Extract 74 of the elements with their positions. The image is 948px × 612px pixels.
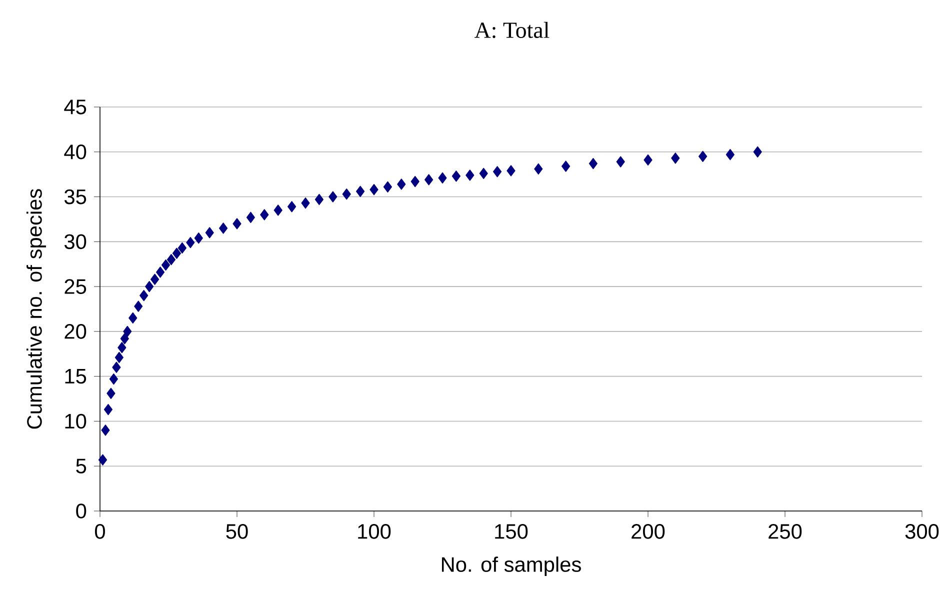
x-tick-label: 250 [768,524,802,539]
chart-title: A: Total [474,22,550,38]
point [698,150,708,162]
point [534,163,543,175]
x-tick-label: 200 [632,524,665,539]
point [123,326,132,338]
point [562,160,570,172]
point [232,218,242,230]
point [109,373,118,385]
point [438,172,447,184]
point [506,165,516,176]
y-tick-label: 10 [65,414,86,429]
y-tick-label: 0 [76,504,86,518]
point [753,146,762,158]
point [370,184,378,196]
y-axis-title: Cumulative no. of species [26,189,46,429]
point [205,227,214,238]
point [145,280,154,292]
point [260,209,269,220]
point [342,188,351,200]
point [301,197,310,209]
point [328,191,338,202]
y-tick-label: 15 [65,369,86,384]
point [410,176,420,188]
point [172,248,182,259]
x-tick-label: 150 [495,524,528,539]
point [288,201,296,212]
point [128,312,138,324]
x-tick-label: 0 [94,524,105,539]
point [106,388,116,399]
point [186,236,195,248]
x-axis-title: No. of samples [442,556,581,576]
point [397,178,406,190]
point [479,168,488,180]
y-tick-label: 5 [76,458,86,474]
x-tick-label: 50 [226,524,248,539]
x-tick-label: 100 [358,524,391,539]
y-tick-label: 35 [64,189,86,204]
point [194,232,203,244]
y-tick-label: 45 [64,100,86,114]
x-tick-label: 300 [905,524,939,539]
point [671,152,680,164]
point [466,170,474,181]
point [493,166,502,178]
point [356,186,365,197]
point [644,154,652,166]
point [140,290,148,302]
point [588,158,598,170]
point [616,156,625,168]
point [101,424,110,436]
y-tick-label: 25 [64,279,86,294]
point [166,254,176,266]
point [274,204,282,216]
point [314,194,324,206]
point [104,404,113,416]
point [161,259,170,271]
point [178,242,186,254]
point [246,212,255,224]
y-tick-label: 30 [64,234,86,250]
y-tick-label: 20 [64,324,86,339]
point [219,222,228,234]
point [383,181,392,192]
point [452,170,460,182]
y-tick-label: 40 [64,144,86,160]
point [134,300,143,312]
point [112,362,121,373]
point [118,342,126,354]
point [98,454,108,466]
point [424,174,434,186]
point [120,333,129,344]
point [156,266,165,278]
point [114,352,124,364]
point [150,274,160,285]
point [726,148,735,160]
